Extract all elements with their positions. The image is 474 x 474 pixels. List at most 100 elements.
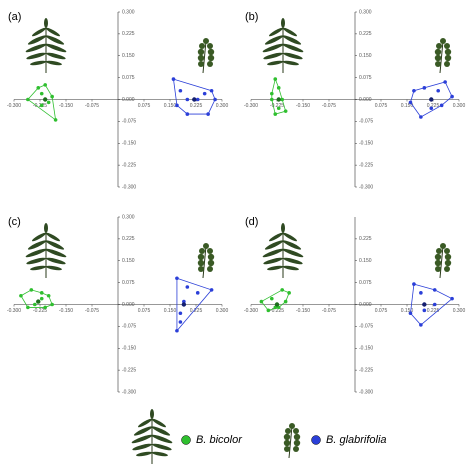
point (283, 299, 288, 304)
point (185, 285, 190, 289)
legend-marker (311, 435, 321, 445)
point (209, 88, 214, 93)
x-tick-label: 0.300 (453, 103, 466, 109)
x-tick-label: 0.075 (375, 308, 388, 314)
x-tick-label: -0.300 (244, 103, 258, 109)
group-hull (410, 283, 453, 326)
point (26, 305, 30, 310)
group-hull (176, 277, 213, 332)
point (185, 112, 190, 116)
y-tick-label: 0.075 (359, 280, 372, 286)
y-tick-label: 0.075 (122, 75, 135, 81)
panel: (a) -0.300 -0.225 -0.150 -0.075 0.075 0.150 0.2… (7, 9, 229, 190)
point (432, 288, 437, 292)
point (439, 103, 444, 108)
point (195, 97, 200, 102)
y-tick-label: 0.225 (122, 236, 135, 242)
x-tick-label: 0.225 (190, 103, 203, 109)
point (419, 291, 423, 295)
point (209, 288, 214, 292)
leaf-icon (261, 222, 305, 279)
point (270, 91, 274, 96)
y-tick-label: -0.300 (122, 184, 136, 190)
panel-label: (a) (8, 11, 21, 23)
point (50, 302, 54, 307)
y-tick-label: -0.150 (122, 141, 136, 147)
point (36, 86, 41, 90)
y-tick-label: 0.300 (359, 9, 372, 15)
x-tick-label: 0.075 (138, 308, 151, 314)
y-tick-label: 0.150 (359, 53, 372, 59)
group-hull (20, 289, 53, 308)
point (178, 320, 183, 324)
point (280, 288, 285, 292)
group-hull (172, 78, 216, 115)
point (287, 291, 291, 295)
point (43, 83, 47, 87)
y-tick-label: -0.075 (122, 324, 136, 330)
panel: (d) -0.300 -0.225 -0.150 -0.075 0.075 0.150 0.2… (244, 216, 466, 395)
centroid (43, 97, 48, 102)
point (185, 97, 190, 102)
y-tick-label: -0.300 (359, 389, 373, 395)
centroid (274, 302, 280, 307)
x-tick-label: -0.150 (59, 308, 73, 314)
point (46, 293, 51, 298)
x-tick-label: -0.150 (59, 103, 73, 109)
point (202, 91, 207, 96)
point (276, 106, 281, 111)
point (283, 109, 288, 113)
x-tick-label: -0.300 (7, 103, 21, 109)
point (408, 100, 413, 105)
x-tick-label: -0.225 (270, 308, 284, 314)
point (273, 112, 278, 116)
point (270, 97, 274, 102)
x-tick-label: -0.300 (7, 308, 21, 314)
y-tick-label: 0.150 (122, 53, 135, 59)
y-tick-label: 0.000 (122, 302, 135, 308)
point (182, 299, 186, 304)
leaf-icon (130, 408, 174, 465)
x-tick-label: 0.300 (453, 308, 466, 314)
panel-label: (c) (8, 216, 21, 228)
leaf-icon (24, 17, 68, 74)
x-tick-label: 0.225 (427, 103, 440, 109)
point (273, 77, 278, 81)
y-tick-label: 0.075 (122, 280, 135, 286)
x-tick-label: 0.150 (401, 103, 414, 109)
leaf-icon (261, 17, 305, 74)
centroid (422, 302, 427, 307)
point (276, 86, 281, 90)
leaf-icon (434, 37, 452, 74)
panel-label: (b) (245, 11, 258, 23)
x-tick-label: -0.075 (322, 103, 336, 109)
y-tick-label: -0.225 (122, 367, 136, 373)
point (270, 296, 274, 301)
point (19, 293, 23, 298)
point (432, 302, 437, 307)
point (206, 112, 210, 116)
point (266, 308, 271, 313)
point (178, 311, 183, 316)
centroid (429, 97, 434, 102)
point (280, 97, 285, 102)
y-tick-label: -0.075 (359, 324, 373, 330)
y-tick-label: -0.150 (359, 141, 373, 147)
centroid (276, 97, 281, 102)
x-tick-label: 0.075 (375, 103, 388, 109)
point (436, 88, 441, 93)
y-tick-label: -0.150 (359, 346, 373, 352)
y-tick-label: 0.300 (122, 9, 135, 15)
panel-label: (d) (245, 216, 258, 228)
x-tick-label: 0.300 (216, 103, 229, 109)
centroid (192, 97, 197, 102)
x-tick-label: -0.225 (270, 103, 284, 109)
point (175, 276, 179, 281)
y-tick-label: 0.150 (122, 258, 135, 264)
point (178, 88, 183, 93)
group-hull (27, 84, 57, 121)
point (175, 103, 179, 108)
point (412, 88, 416, 93)
panel: (c) -0.300 -0.225 -0.150 -0.075 0.075 0.150 0.2… (7, 214, 229, 395)
y-tick-label: 0.225 (359, 31, 372, 37)
